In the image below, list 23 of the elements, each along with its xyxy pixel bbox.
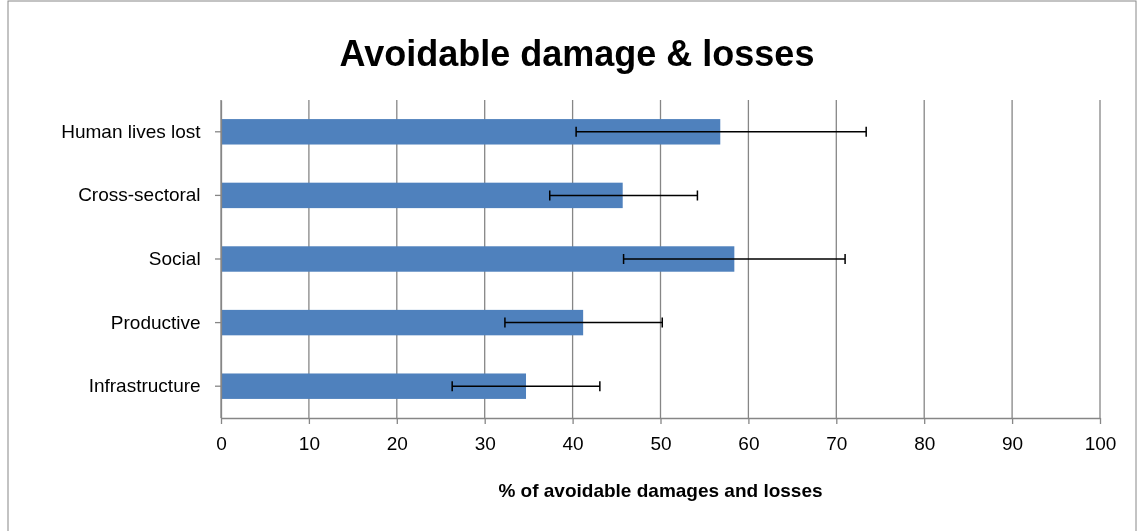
bar bbox=[221, 246, 735, 272]
chart-title: Avoidable damage & losses bbox=[339, 33, 815, 74]
x-tick-label: 90 bbox=[1002, 432, 1024, 454]
x-tick-label: 20 bbox=[386, 432, 408, 454]
y-tick-label: Infrastructure bbox=[88, 375, 201, 397]
y-tick-label: Human lives lost bbox=[61, 120, 202, 142]
y-tick-label: Social bbox=[148, 248, 201, 270]
y-tick-label: Productive bbox=[110, 311, 201, 333]
x-tick-label: 60 bbox=[738, 432, 760, 454]
x-tick-label: 30 bbox=[474, 432, 496, 454]
bar bbox=[221, 373, 527, 399]
x-tick-label: 10 bbox=[298, 432, 320, 454]
bar bbox=[221, 119, 721, 145]
x-tick-label: 80 bbox=[914, 432, 936, 454]
x-tick-label: 70 bbox=[826, 432, 848, 454]
bar bbox=[221, 182, 623, 209]
y-tick-label: Cross-sectoral bbox=[78, 184, 201, 206]
x-tick-label: 0 bbox=[216, 432, 227, 454]
x-tick-label: 50 bbox=[650, 432, 672, 454]
x-axis-title: % of avoidable damages and losses bbox=[498, 480, 823, 501]
x-tick-label: 100 bbox=[1084, 432, 1117, 454]
bar bbox=[221, 309, 584, 336]
x-tick-label: 40 bbox=[562, 432, 584, 454]
